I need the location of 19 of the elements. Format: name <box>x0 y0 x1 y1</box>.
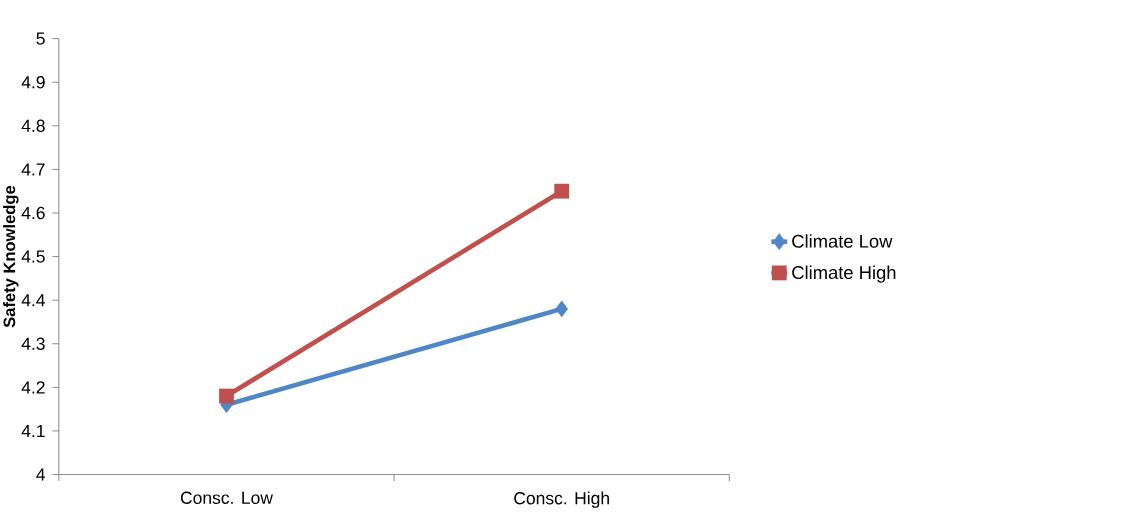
x-tick-label: Consc. High <box>514 491 609 509</box>
y-tick-label: 4.9 <box>21 76 45 89</box>
point <box>555 300 568 318</box>
legend-label: Climate Low <box>792 234 893 248</box>
y-tick-label: 4 <box>36 468 45 481</box>
y-tick-label: 4.4 <box>21 294 45 307</box>
y-axis-title: Safety Knowledge <box>3 186 19 328</box>
y-tick-label: 4.1 <box>21 425 45 438</box>
x-tick-label: Consc. Low <box>180 491 273 505</box>
y-tick-label: 4.8 <box>21 119 45 133</box>
point <box>219 388 234 404</box>
y-tick-label: 4.6 <box>21 206 45 220</box>
point <box>554 183 570 199</box>
legend-label: Climate High <box>792 265 896 283</box>
y-tick-label: 4.7 <box>21 163 45 176</box>
y-tick-label: 4.2 <box>21 381 45 394</box>
y-tick-label: 4.3 <box>21 337 45 351</box>
y-tick-label: 4.5 <box>21 250 45 263</box>
y-tick-label: 5 <box>36 32 45 45</box>
